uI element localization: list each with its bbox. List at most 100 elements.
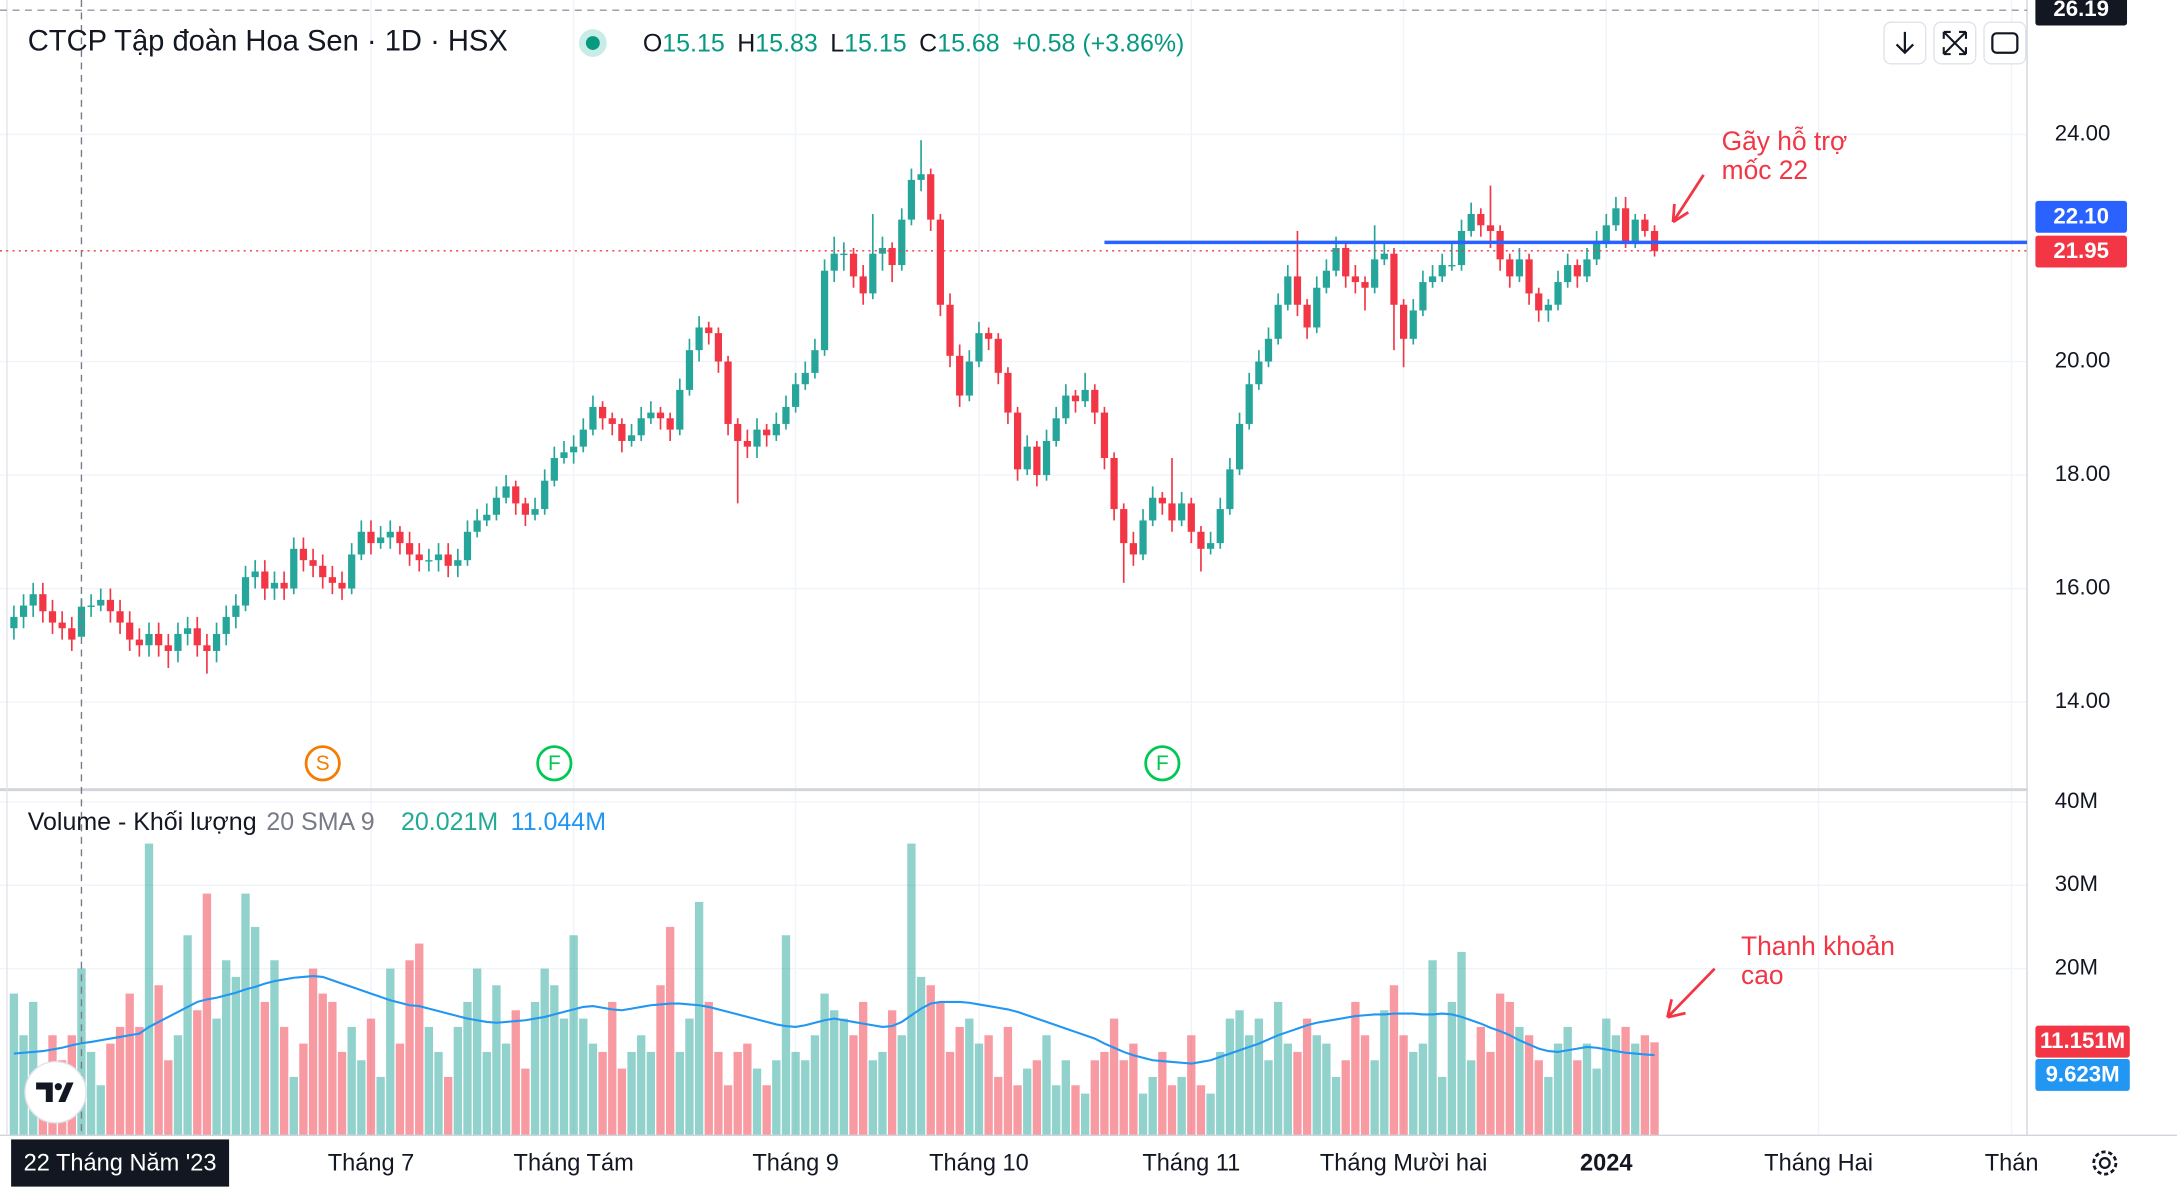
volume-bar xyxy=(743,1043,752,1136)
volume-bar xyxy=(511,1010,520,1136)
volume-bar xyxy=(1640,1035,1650,1136)
candle-body xyxy=(299,548,308,561)
candle-body xyxy=(840,253,848,256)
volume-bar xyxy=(299,1043,308,1136)
volume-bar xyxy=(1080,1093,1090,1136)
volume-bar xyxy=(1061,1060,1070,1136)
event-marker xyxy=(536,745,573,782)
volume-bar xyxy=(1264,1060,1273,1136)
volume-bar xyxy=(1418,1043,1428,1136)
candle-body xyxy=(1593,242,1601,260)
volume-bar xyxy=(936,1001,945,1136)
x-tick-label: Tháng 11 xyxy=(1142,1150,1240,1176)
volume-bar xyxy=(1457,951,1466,1136)
volume-bar xyxy=(260,1001,269,1136)
annotation-arrow xyxy=(1671,174,1705,224)
toolbar xyxy=(1883,21,2027,65)
candle-body xyxy=(695,327,703,351)
volume-bar xyxy=(694,901,704,1136)
candle-body xyxy=(579,429,587,447)
candle-body xyxy=(1139,520,1147,555)
volume-bar xyxy=(1071,1085,1080,1136)
y-tick-label: 20.00 xyxy=(2055,347,2111,372)
y-tick-label: 14.00 xyxy=(2055,688,2111,713)
volume-bar xyxy=(386,968,395,1136)
status-dot xyxy=(585,36,600,50)
volume-bar xyxy=(752,1068,762,1136)
candle-body xyxy=(1149,497,1157,521)
candle-body xyxy=(126,622,134,640)
volume-bar xyxy=(1003,1026,1013,1136)
candle-body xyxy=(434,554,443,561)
candle-body xyxy=(1226,469,1234,510)
candle-body xyxy=(1303,304,1311,328)
candle-body xyxy=(811,350,819,373)
candle-body xyxy=(1612,208,1620,226)
sma-last-label: 9.623M xyxy=(2046,1062,2120,1087)
candle-body xyxy=(666,418,674,430)
candle-body xyxy=(898,219,906,266)
event-marker xyxy=(304,745,341,782)
volume-bar xyxy=(289,1076,298,1136)
volume-bar xyxy=(675,1051,684,1136)
volume-bar xyxy=(1389,985,1399,1136)
volume-bar xyxy=(733,1051,742,1136)
volume-bar xyxy=(434,1051,443,1136)
candle-body xyxy=(1602,225,1610,243)
candle-body xyxy=(1274,304,1282,339)
legend-l: L xyxy=(830,29,844,57)
volume-bar xyxy=(830,1010,839,1136)
candle-body xyxy=(1062,395,1070,419)
volume-bar xyxy=(405,960,414,1136)
volume-bar xyxy=(1023,1068,1032,1136)
snapshot-button[interactable] xyxy=(1983,21,2027,65)
candle-body xyxy=(1409,310,1417,339)
volume-bar xyxy=(907,843,916,1136)
volume-bar xyxy=(1206,1093,1215,1136)
tradingview-logo xyxy=(24,1061,87,1124)
candle-body xyxy=(1486,225,1495,231)
volume-tick-label: 20M xyxy=(2055,954,2098,979)
volume-bar xyxy=(608,1001,617,1136)
volume-bar xyxy=(984,1035,993,1136)
volume-bar xyxy=(9,993,19,1136)
volume-bar xyxy=(1109,1018,1119,1136)
sma-hover-value: 11.044M xyxy=(511,808,606,836)
volume-bar xyxy=(1013,1085,1022,1136)
logo-badge[interactable] xyxy=(24,1061,87,1124)
candle-body xyxy=(753,429,761,447)
volume-bar xyxy=(704,1001,713,1136)
volume-bar xyxy=(501,1043,511,1136)
settings-gear[interactable] xyxy=(2092,1150,2118,1176)
volume-bar xyxy=(897,1035,906,1136)
volume-bar xyxy=(1399,1035,1408,1136)
volume-bar xyxy=(86,1051,96,1136)
legend-open: 15.15 xyxy=(662,29,724,57)
volume-bar xyxy=(1196,1085,1206,1136)
volume-bar xyxy=(1302,1018,1312,1136)
candle-body xyxy=(589,406,597,430)
volume-bar xyxy=(810,1035,820,1136)
volume-bar xyxy=(1467,1060,1476,1136)
candle-body xyxy=(1110,457,1118,510)
volume-bar xyxy=(357,1060,366,1136)
volume-bar xyxy=(241,893,250,1136)
plot xyxy=(9,140,1659,1136)
candle-body xyxy=(174,633,182,651)
candle-body xyxy=(415,554,423,561)
volume-bar xyxy=(916,976,926,1136)
candle-body xyxy=(647,412,655,419)
candle-body xyxy=(1641,219,1649,231)
candle-body xyxy=(637,418,645,436)
candle-body xyxy=(386,531,394,538)
volume-bar xyxy=(868,1060,877,1136)
volume-bar xyxy=(1515,1026,1524,1136)
annotation-text: cao xyxy=(1741,960,1784,990)
candle-body xyxy=(763,429,771,436)
candle-body xyxy=(1371,259,1379,288)
volume-bar xyxy=(820,993,829,1136)
candle-body xyxy=(734,423,742,441)
candle-body xyxy=(1158,497,1166,504)
legend-high: 15.83 xyxy=(755,29,817,57)
